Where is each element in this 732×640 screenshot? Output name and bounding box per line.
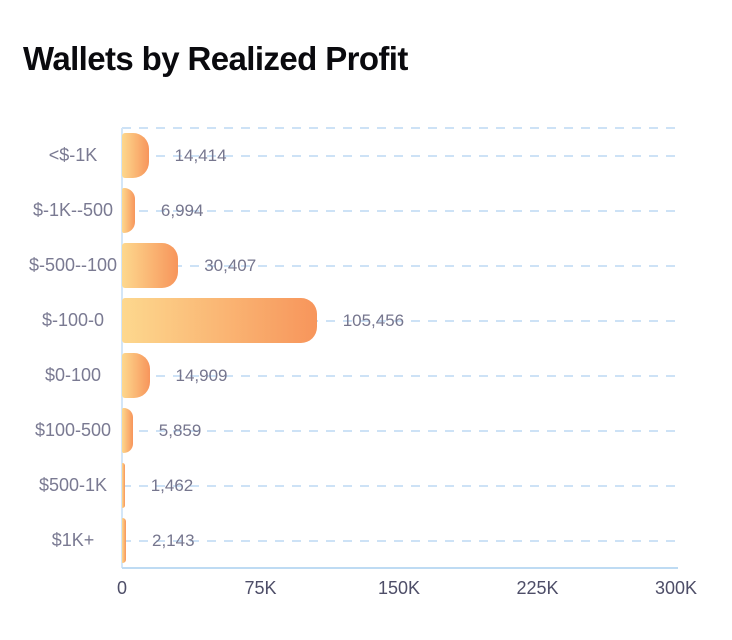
row-gridline bbox=[122, 539, 676, 542]
bar[interactable] bbox=[122, 353, 150, 398]
bar[interactable] bbox=[122, 463, 125, 508]
category-label: $500-1K bbox=[38, 475, 108, 495]
category-label: $-100-0 bbox=[41, 310, 105, 330]
category-label: $0-100 bbox=[44, 365, 102, 385]
bar-row: $-1K--500 6,994 bbox=[0, 183, 732, 238]
y-axis-line bbox=[121, 128, 123, 568]
bar[interactable] bbox=[122, 243, 179, 288]
bar[interactable] bbox=[122, 133, 149, 178]
category-label: $100-500 bbox=[34, 420, 112, 440]
value-label: 6,994 bbox=[160, 201, 204, 220]
bar[interactable] bbox=[122, 298, 317, 343]
value-label: 14,414 bbox=[174, 146, 227, 165]
value-label: 2,143 bbox=[152, 531, 195, 550]
row-gridline bbox=[122, 374, 676, 377]
page-title: Wallets by Realized Profit bbox=[23, 40, 408, 77]
row-gridline bbox=[122, 264, 676, 267]
value-label: 1,462 bbox=[150, 476, 194, 495]
x-axis-line bbox=[122, 567, 678, 569]
plot-top-gridline bbox=[122, 127, 676, 129]
bar[interactable] bbox=[122, 518, 126, 563]
x-tick-label: 75K bbox=[244, 578, 277, 598]
bar[interactable] bbox=[122, 188, 135, 233]
bar-row: $-100-0 105,456 bbox=[0, 293, 732, 348]
value-label: 105,456 bbox=[342, 311, 405, 330]
x-tick-label: 0 bbox=[116, 578, 127, 598]
category-label: $1K+ bbox=[51, 530, 95, 550]
bar-row: $1K+ 2,143 bbox=[0, 513, 732, 568]
row-gridline bbox=[122, 429, 676, 432]
bar-row: $100-500 5,859 bbox=[0, 403, 732, 458]
bar-row: $0-100 14,909 bbox=[0, 348, 732, 403]
category-label: $-1K--500 bbox=[32, 200, 114, 220]
x-tick-label: 225K bbox=[516, 578, 559, 598]
x-tick-label: 150K bbox=[377, 578, 421, 598]
x-tick-label: 300K bbox=[654, 578, 698, 598]
row-gridline bbox=[122, 209, 676, 212]
bar-row: <$-1K 14,414 bbox=[0, 128, 732, 183]
row-gridline bbox=[122, 319, 676, 322]
value-label: 5,859 bbox=[158, 421, 202, 440]
category-label: <$-1K bbox=[48, 145, 98, 165]
bar-row: $-500--100 30,407 bbox=[0, 238, 732, 293]
row-gridline bbox=[122, 484, 676, 487]
bar-row: $500-1K 1,462 bbox=[0, 458, 732, 513]
row-gridline bbox=[122, 154, 676, 157]
value-label: 30,407 bbox=[204, 256, 257, 275]
bar[interactable] bbox=[122, 408, 133, 453]
value-label: 14,909 bbox=[175, 366, 228, 385]
category-label: $-500--100 bbox=[28, 255, 118, 275]
